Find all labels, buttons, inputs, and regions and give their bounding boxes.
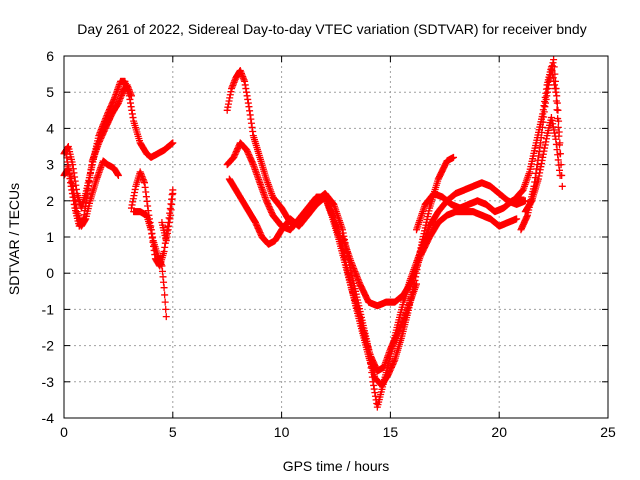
y-axis-label: SDTVAR / TECUs <box>6 183 22 295</box>
grid-layer <box>64 56 608 418</box>
y-tick-label: 1 <box>46 229 54 245</box>
x-tick-label: 15 <box>383 424 399 440</box>
data-series <box>513 63 564 201</box>
y-tick-label: 0 <box>46 265 54 281</box>
x-tick-label: 0 <box>60 424 68 440</box>
data-point <box>513 215 521 223</box>
data-point <box>550 56 558 64</box>
data-point <box>552 88 560 96</box>
y-tick-label: -2 <box>42 338 55 354</box>
data-point <box>161 291 169 299</box>
data-point <box>160 284 168 292</box>
data-point <box>161 298 169 306</box>
data-point <box>533 165 541 173</box>
data-series <box>521 114 564 216</box>
y-tick-label: -4 <box>42 410 55 426</box>
data-point <box>521 197 529 205</box>
plot-frame <box>63 55 609 419</box>
data-point <box>339 226 347 234</box>
data-point <box>556 171 564 179</box>
data-series <box>223 139 458 389</box>
data-point <box>249 159 257 167</box>
x-axis-label: GPS time / hours <box>283 458 390 474</box>
data-point <box>114 171 122 179</box>
data-point <box>533 161 541 169</box>
x-tick-label: 20 <box>491 424 507 440</box>
y-tick-label: 2 <box>46 193 54 209</box>
y-tick-label: -3 <box>42 374 55 390</box>
data-point <box>554 115 562 123</box>
data-series <box>413 190 525 234</box>
data-series <box>158 190 177 245</box>
data-point <box>536 143 544 151</box>
tick-layer: 0 5 10 15 20 25 -4 -3 -2 -1 0 1 2 3 4 5 6 <box>42 48 616 440</box>
chart-title: Day 261 of 2022, Sidereal Day-to-day VTE… <box>77 21 586 37</box>
points-layer <box>60 56 566 411</box>
y-tick-label: -1 <box>42 301 55 317</box>
x-tick-label: 10 <box>274 424 290 440</box>
data-point <box>162 313 170 321</box>
data-series <box>62 81 135 230</box>
data-point <box>552 97 560 105</box>
data-point <box>450 153 458 161</box>
data-point <box>553 106 561 114</box>
data-point <box>169 139 177 147</box>
data-series <box>339 208 521 310</box>
data-point <box>127 92 135 100</box>
x-tick-label: 25 <box>600 424 616 440</box>
x-tick-label: 5 <box>169 424 177 440</box>
data-point <box>162 305 170 313</box>
data-point <box>558 182 566 190</box>
data-series <box>127 168 170 321</box>
y-tick-label: 6 <box>46 48 54 64</box>
y-tick-label: 4 <box>46 120 54 136</box>
data-point <box>169 190 177 198</box>
y-tick-label: 5 <box>46 84 54 100</box>
y-tick-label: 3 <box>46 157 54 173</box>
